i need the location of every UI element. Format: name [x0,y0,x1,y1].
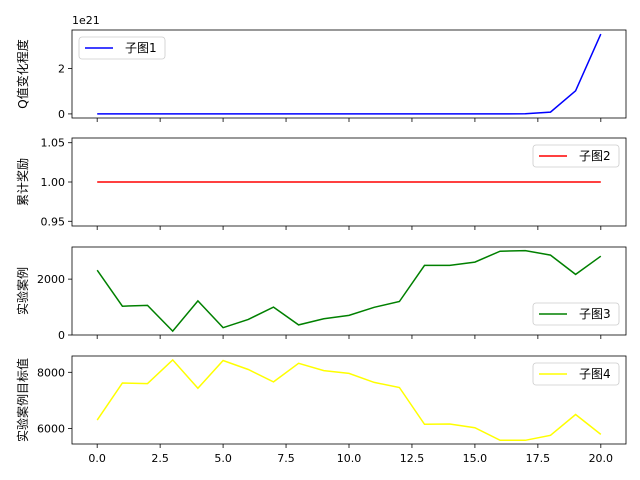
y-tick-label: 6000 [37,423,65,436]
series-line-3 [96,249,602,333]
x-tick-label: 7.5 [277,452,295,465]
legend-label: 子图4 [579,367,611,381]
legend-box [532,302,620,326]
y-tick-label: 2000 [37,273,65,286]
y-tick-label: 1.05 [41,137,66,150]
y-tick-label: 1.00 [41,176,66,189]
x-tick-label: 10.0 [337,452,362,465]
offset-text: 1e21 [72,14,100,27]
x-tick-label: 17.5 [526,452,551,465]
legend-box [532,144,620,168]
x-tick-label: 2.5 [151,452,169,465]
subplot-4: 6000 8000 0.0 2.5 5.0 7.5 10.0 12.5 15.0 17.5 20.0… [15,355,627,465]
y-tick-label: 0 [58,108,65,121]
axes-frame [71,137,627,227]
legend: 子图1 [78,36,166,60]
x-tick-label: 5.0 [214,452,232,465]
legend-label: 子图1 [125,41,157,55]
axes-frame [71,29,627,119]
subplot-2: 0.95 1.00 1.05 累计奖励 子图2 [16,137,627,230]
y-tick-label: 0.95 [41,215,66,228]
legend-box [78,36,166,60]
x-tick-label: 15.0 [463,452,488,465]
y-axis-label: 实验案例 [15,267,30,315]
legend: 子图3 [532,302,620,326]
legend-label: 子图2 [579,149,611,163]
series-line-4 [96,358,602,442]
y-tick-label: 8000 [37,366,65,379]
x-tick-label: 0.0 [88,452,106,465]
y-tick-label: 2 [58,63,65,76]
y-tick-label: 0 [58,329,65,342]
x-tick-label: 12.5 [400,452,425,465]
legend: 子图2 [532,144,620,168]
x-tick-label: 20.0 [589,452,614,465]
axes-frame [71,355,627,445]
legend: 子图4 [532,362,620,386]
legend-box [532,362,620,386]
subplot-1: 0 2 1e21 Q值变化程度 子图1 [15,14,627,122]
subplot-3: 0 2000 实验案例子图3 [15,246,627,342]
y-axis-label: 实验案例目标值 [15,358,30,442]
y-axis-label: 累计奖励 [16,158,30,206]
legend-label: 子图3 [579,307,611,321]
series-line-1 [97,33,602,115]
axes-frame [71,246,627,336]
y-axis-label: Q值变化程度 [15,39,30,108]
